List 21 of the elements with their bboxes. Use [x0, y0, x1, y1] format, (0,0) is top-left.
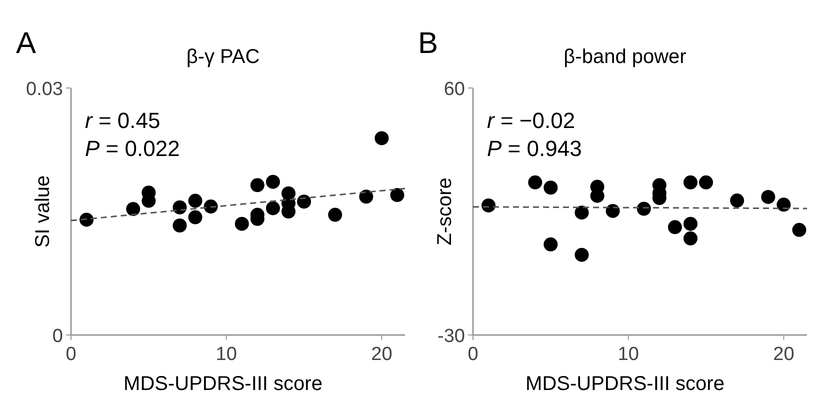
annotation: P = 0.943 [487, 136, 582, 161]
x-tick-label: 10 [618, 344, 639, 365]
chart-title: β-γ PAC [186, 46, 260, 68]
y-axis-title: Z-score [434, 178, 456, 246]
x-tick-label: 20 [371, 344, 392, 365]
chart-title: β-band power [564, 46, 687, 68]
x-tick-label: 0 [468, 344, 478, 365]
annotation: r = 0.45 [85, 108, 160, 133]
annotation: P = 0.022 [85, 136, 180, 161]
x-tick-label: 10 [216, 344, 237, 365]
text: A [16, 27, 36, 60]
x-axis-title: MDS-UPDRS-III score [124, 373, 322, 395]
text: B [418, 27, 438, 60]
y-tick-label: 0.03 [26, 79, 63, 100]
y-tick-label: 60 [444, 79, 465, 100]
x-tick-label: 20 [773, 344, 794, 365]
x-tick-label: 0 [66, 344, 76, 365]
y-axis-title: SI value [32, 175, 54, 248]
y-tick-label: -30 [438, 326, 465, 347]
x-axis-title: MDS-UPDRS-III score [526, 373, 724, 395]
annotation: r = −0.02 [487, 108, 576, 133]
